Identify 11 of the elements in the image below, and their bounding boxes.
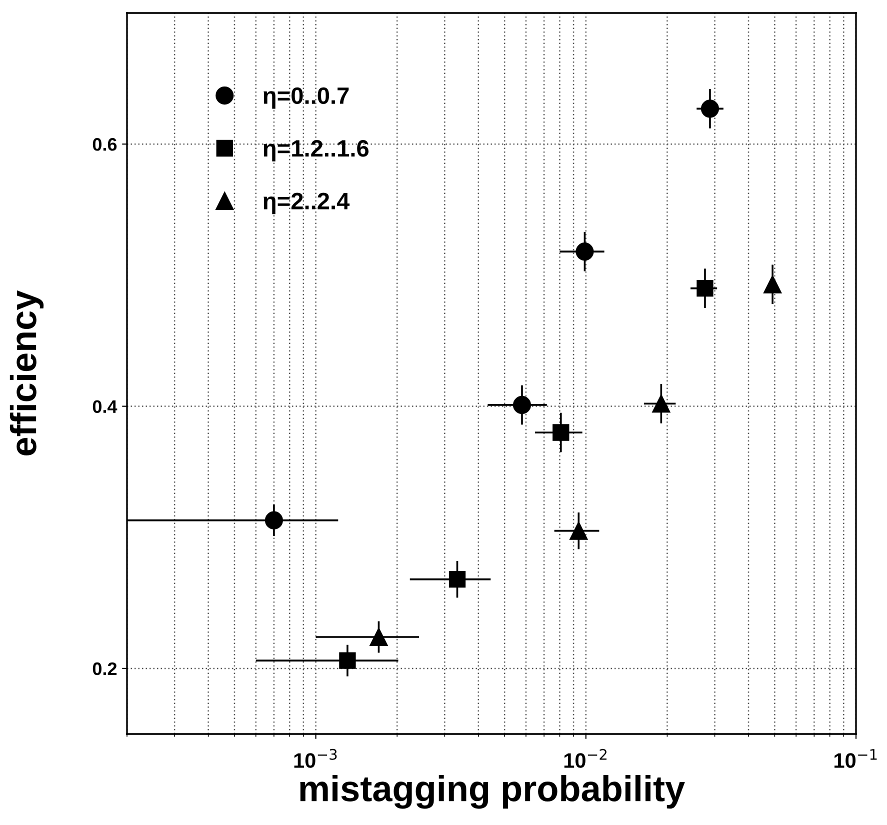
y-tick-label: 0.4 bbox=[92, 400, 118, 413]
y-tick-label: 0.6 bbox=[92, 138, 117, 151]
x-tick-label: 10$^{−1}$ bbox=[834, 749, 877, 768]
x-tick-label: 10$^{−3}$ bbox=[294, 748, 337, 768]
y-axis-title: efficiency bbox=[10, 290, 44, 456]
x-tick-label: 10$^{−2}$ bbox=[564, 748, 606, 768]
y-tick-label: 0.2 bbox=[92, 662, 117, 676]
x-axis-title: mistagging probability bbox=[300, 774, 685, 809]
legend-label: η=2..2.4 bbox=[264, 192, 350, 214]
legend-label: η=0..0.7 bbox=[264, 87, 349, 109]
legend-label: η=1.2..1.6 bbox=[264, 140, 369, 162]
